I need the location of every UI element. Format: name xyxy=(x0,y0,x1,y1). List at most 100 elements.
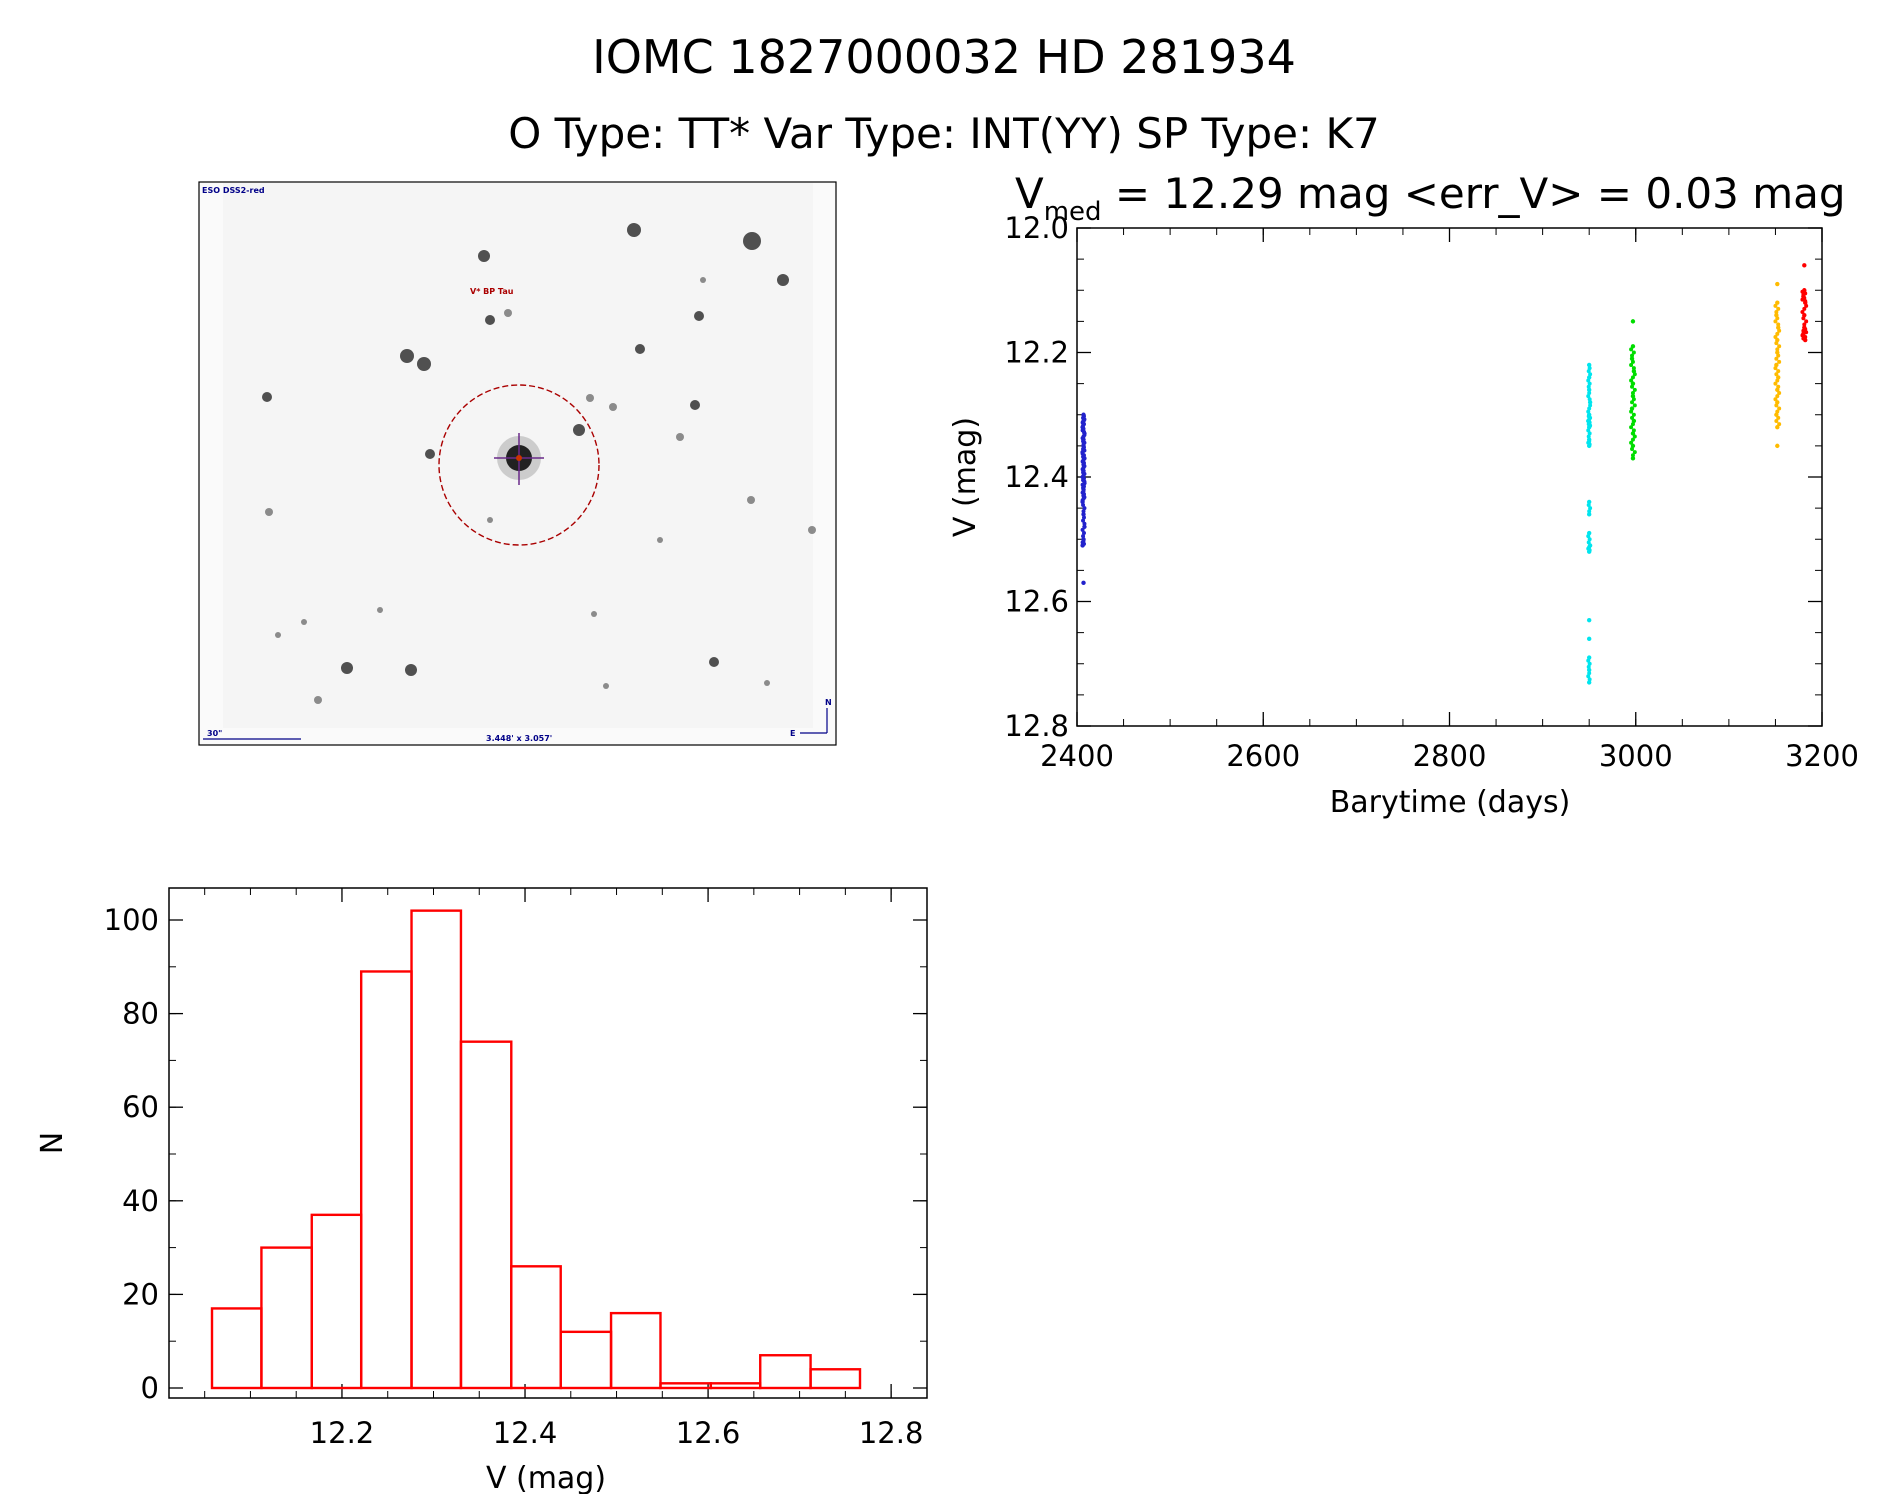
histogram-bar xyxy=(260,1246,313,1390)
data-point xyxy=(1802,322,1807,327)
data-point xyxy=(1629,362,1634,367)
data-point xyxy=(1631,397,1636,402)
compass: N E xyxy=(790,698,832,738)
data-point xyxy=(1586,617,1592,623)
data-point xyxy=(1630,453,1635,458)
data-point xyxy=(1775,425,1780,430)
data-point xyxy=(1801,292,1806,297)
histogram-ylabel: N xyxy=(35,1132,70,1154)
data-point xyxy=(1081,423,1086,428)
data-point xyxy=(1776,322,1781,327)
target-center-mark xyxy=(516,455,522,461)
data-point xyxy=(1586,530,1592,536)
data-point xyxy=(1081,531,1086,536)
data-point xyxy=(1082,448,1087,453)
data-point xyxy=(1804,319,1809,324)
data-point xyxy=(1081,580,1086,586)
star-label: V* BP Tau xyxy=(470,287,514,296)
field-star xyxy=(743,232,761,250)
data-point xyxy=(1774,403,1779,408)
data-point xyxy=(1629,347,1634,352)
y-tick-label: 40 xyxy=(122,1184,159,1218)
data-point xyxy=(1629,425,1634,430)
data-point xyxy=(1803,299,1808,304)
y-tick-label: 12.4 xyxy=(1004,460,1069,494)
data-point xyxy=(1776,369,1781,374)
data-point xyxy=(1775,347,1780,352)
data-point xyxy=(1586,655,1592,660)
data-point xyxy=(1586,674,1591,679)
histogram-bar xyxy=(459,1040,513,1390)
data-point xyxy=(1802,312,1807,318)
data-point xyxy=(1586,384,1591,389)
data-point xyxy=(1082,521,1087,526)
histogram-bar xyxy=(410,909,463,1390)
data-point xyxy=(1801,336,1806,341)
y-tick-label: 100 xyxy=(104,903,159,937)
data-point xyxy=(1631,428,1636,433)
data-point xyxy=(1586,409,1591,414)
field-star xyxy=(377,607,383,613)
data-point xyxy=(1630,381,1636,386)
field-star xyxy=(314,696,322,704)
data-point xyxy=(1630,431,1636,436)
data-point xyxy=(1080,467,1085,472)
y-tick-label: 12.0 xyxy=(1004,211,1069,245)
data-point xyxy=(1586,540,1591,545)
data-point xyxy=(1773,366,1778,371)
data-point xyxy=(1629,356,1635,361)
data-point xyxy=(1081,492,1086,497)
data-point xyxy=(1629,440,1634,445)
data-point xyxy=(1632,387,1637,392)
data-point xyxy=(1629,378,1634,383)
field-star xyxy=(657,537,663,543)
data-point xyxy=(1774,362,1779,368)
data-point xyxy=(1081,518,1086,523)
field-star xyxy=(690,400,700,410)
data-point xyxy=(1587,406,1592,411)
field-star xyxy=(504,309,512,317)
field-star xyxy=(586,394,594,402)
histogram-bar xyxy=(210,1307,263,1390)
data-point xyxy=(1802,263,1807,268)
data-point xyxy=(1774,310,1779,315)
data-point xyxy=(1587,537,1592,542)
data-point xyxy=(1630,319,1636,324)
field-star xyxy=(676,433,684,441)
data-point xyxy=(1777,344,1782,349)
field-star xyxy=(694,311,704,321)
data-point xyxy=(1587,509,1592,514)
data-point xyxy=(1801,316,1806,321)
data-point xyxy=(1587,366,1592,371)
field-star xyxy=(275,632,281,638)
data-point xyxy=(1630,359,1635,364)
data-point xyxy=(1775,409,1780,414)
data-point xyxy=(1775,316,1780,321)
data-point xyxy=(1632,434,1637,439)
data-point xyxy=(1632,403,1637,408)
histogram-frame xyxy=(168,887,928,1399)
data-point xyxy=(1773,397,1778,402)
data-point xyxy=(1080,527,1085,532)
data-point xyxy=(1775,387,1780,393)
data-point xyxy=(1588,423,1593,428)
data-point xyxy=(1774,356,1779,361)
histogram-xlabel: V (mag) xyxy=(486,1461,606,1494)
data-point xyxy=(1080,436,1085,441)
histogram-bar xyxy=(310,1213,363,1390)
data-point xyxy=(1082,524,1087,529)
data-point xyxy=(1587,400,1593,405)
field-star xyxy=(747,496,755,504)
histogram-bar xyxy=(559,1330,613,1390)
data-point xyxy=(1587,671,1592,676)
survey-label: ESO DSS2-red xyxy=(202,186,265,195)
data-point xyxy=(1774,418,1779,423)
data-point xyxy=(1632,450,1637,455)
data-point xyxy=(1630,375,1635,380)
data-point xyxy=(1081,454,1086,459)
light-curve-frame xyxy=(1076,227,1823,727)
light-curve-points xyxy=(1080,263,1809,685)
finder-chart: ESO DSS2-red V* BP Tau 30" 3.448' x 3.05… xyxy=(198,181,837,746)
field-star xyxy=(417,357,431,371)
